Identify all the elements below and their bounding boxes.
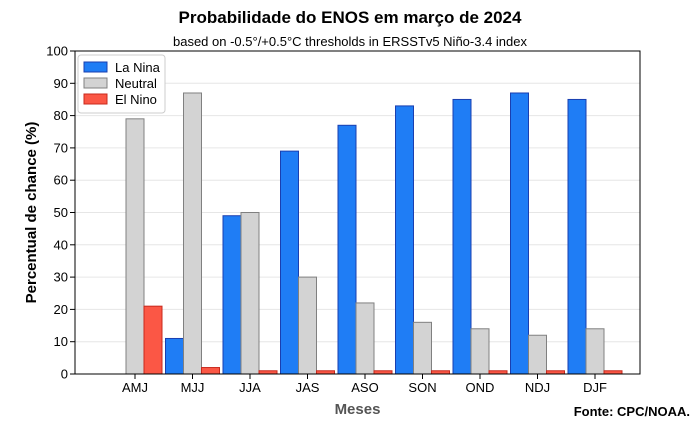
bar-neutral-amj: [125, 118, 145, 375]
x-tick-label: DJF: [583, 380, 607, 395]
y-axis-title: Percentual de chance (%): [23, 122, 40, 304]
y-tick-label: 100: [46, 44, 68, 59]
bar-la-nina-ond: [452, 98, 472, 375]
bar-la-nina-jas: [280, 150, 299, 375]
bar-la-nina-ndj: [510, 92, 529, 375]
bar-la-nina-son: [395, 105, 414, 375]
x-tick-label: NDJ: [525, 380, 550, 395]
bar-el-nino-mjj: [201, 367, 220, 375]
x-tick-label: AMJ: [122, 380, 148, 395]
bar-la-nina-mjj: [165, 337, 184, 375]
bar-la-nina-djf: [567, 98, 587, 375]
bar-la-nina-aso: [337, 124, 357, 375]
x-tick-label: ASO: [351, 380, 378, 395]
legend-label: El Nino: [115, 92, 157, 107]
y-axis-ticks: 0 10 20 30 40 50 60 70 80 90 100: [46, 44, 75, 382]
bar-neutral-jja: [240, 212, 260, 375]
x-tick-label: OND: [466, 380, 495, 395]
y-tick-label: 30: [54, 270, 68, 285]
y-tick-label: 80: [54, 108, 68, 123]
bars: [125, 92, 623, 375]
x-axis-ticks: AMJ MJJ JJA JAS ASO SON OND NDJ DJF: [122, 374, 607, 395]
x-tick-label: MJJ: [181, 380, 205, 395]
legend-swatch: [83, 61, 108, 73]
bar-neutral-ndj: [528, 334, 547, 375]
y-tick-label: 40: [54, 237, 68, 252]
x-tick-label: SON: [408, 380, 436, 395]
chart-subtitle: based on -0.5°/+0.5°C thresholds in ERSS…: [172, 34, 527, 49]
legend-label: La Nina: [115, 60, 161, 75]
y-tick-label: 0: [61, 367, 68, 382]
y-tick-label: 90: [54, 76, 68, 91]
bar-neutral-mjj: [183, 92, 202, 375]
bar-neutral-aso: [355, 302, 375, 375]
bar-neutral-ond: [470, 328, 490, 375]
y-tick-label: 20: [54, 302, 68, 317]
bar-neutral-son: [413, 321, 432, 375]
y-tick-label: 50: [54, 205, 68, 220]
y-tick-label: 70: [54, 140, 68, 155]
x-axis-title: Meses: [335, 401, 381, 418]
y-tick-label: 10: [54, 334, 68, 349]
x-tick-label: JJA: [239, 380, 261, 395]
bar-neutral-jas: [298, 276, 317, 375]
bar-la-nina-jja: [222, 215, 242, 375]
y-tick-label: 60: [54, 173, 68, 188]
bar-neutral-djf: [585, 328, 605, 375]
x-tick-label: JAS: [296, 380, 320, 395]
chart-title: Probabilidade do ENOS em março de 2024: [178, 8, 522, 27]
source-note: Fonte: CPC/NOAA.: [573, 404, 690, 419]
bar-el-nino-amj: [143, 305, 163, 375]
legend-swatch: [83, 93, 108, 105]
legend-label: Neutral: [115, 76, 157, 91]
legend-swatch: [83, 77, 108, 89]
